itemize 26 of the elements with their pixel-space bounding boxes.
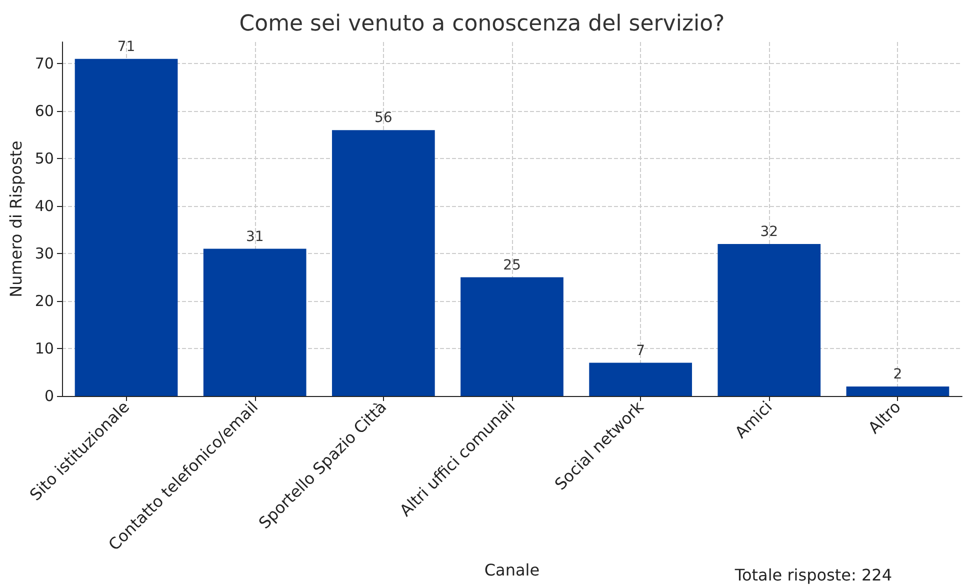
y-tick-label: 60 (34, 102, 54, 120)
data-label: 32 (760, 224, 778, 240)
bar (589, 362, 692, 396)
y-tick-label: 10 (34, 340, 54, 358)
y-tick-label: 70 (34, 54, 54, 73)
bar (846, 386, 950, 396)
x-axis-title: Canale (484, 560, 540, 580)
y-tick-label: 40 (34, 197, 54, 216)
y-axis-title: Numero di Risposte (6, 140, 26, 298)
text: Totale risposte: 224 (734, 566, 892, 584)
y-tick-label: 30 (34, 244, 54, 263)
bar (203, 248, 306, 396)
bar (332, 130, 435, 396)
y-tick-label: 20 (34, 292, 54, 310)
chart-title: Come sei venuto a conoscenza del servizio? (239, 12, 725, 36)
data-label: 2 (893, 366, 902, 383)
bar (460, 277, 564, 396)
y-tick-label: 0 (44, 387, 54, 405)
data-label: 25 (503, 257, 521, 274)
bar (718, 244, 821, 396)
y-tick-label: 50 (34, 150, 54, 168)
data-label: 7 (636, 342, 646, 359)
bar (74, 58, 178, 396)
data-label: 71 (117, 38, 136, 55)
data-label: 31 (246, 228, 264, 245)
data-label: 56 (374, 110, 392, 126)
